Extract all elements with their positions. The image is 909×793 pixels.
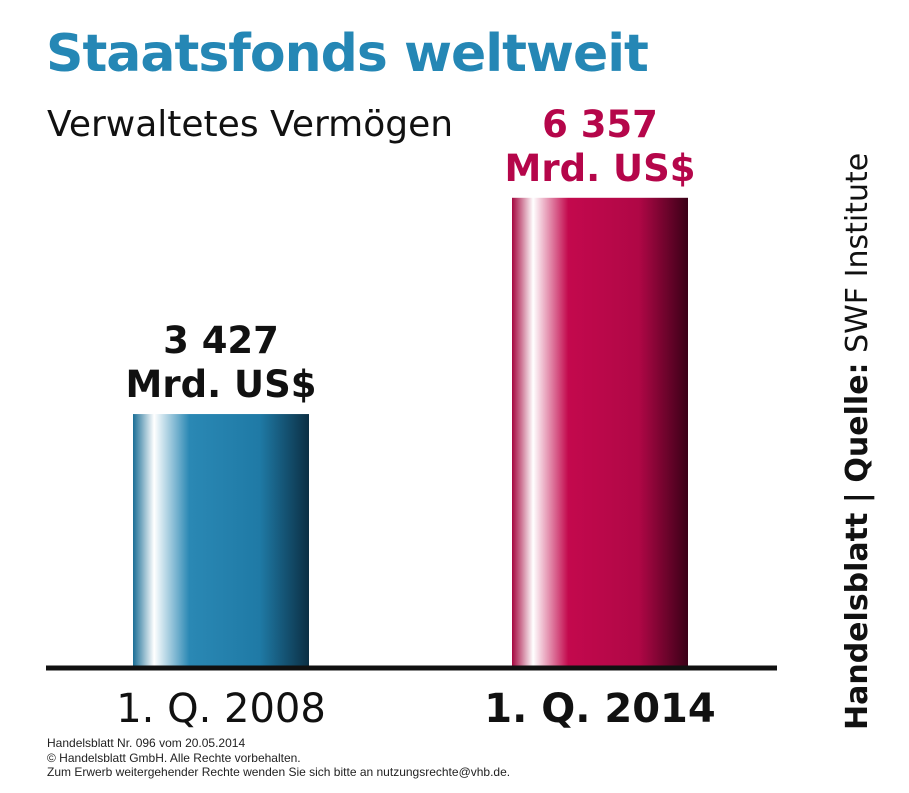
footer-line-2: © Handelsblatt GmbH. Alle Rechte vorbeha… [47,750,301,765]
x-tick-label-2: 1. Q. 2014 [484,686,715,732]
bar-1-unit-label: Mrd. US$ [126,363,317,406]
source-separator: | [840,492,875,504]
source-credit: Handelsblatt | Quelle: SWF Institute [840,152,875,730]
x-tick-label-1: 1. Q. 2008 [116,686,326,732]
bar-1-value-label: 3 427 [163,319,279,362]
chart-title: Staatsfonds weltweit [46,24,649,84]
copyright-footer: Handelsblatt Nr. 096 vom 20.05.2014 © Ha… [47,736,510,780]
bar-1 [133,414,309,667]
footer-line-1: Handelsblatt Nr. 096 vom 20.05.2014 [47,736,246,750]
source-name: SWF Institute [840,152,875,353]
source-publisher: Handelsblatt [840,512,875,730]
bar-2-value-label: 6 357 [542,103,658,146]
source-label: Quelle: [840,362,875,483]
bar-2 [512,197,688,668]
chart-subtitle: Verwaltetes Vermögen [47,104,454,145]
bar-2-unit-label: Mrd. US$ [505,147,696,190]
footer-line-3: Zum Erwerb weitergehender Rechte wenden … [47,765,511,779]
